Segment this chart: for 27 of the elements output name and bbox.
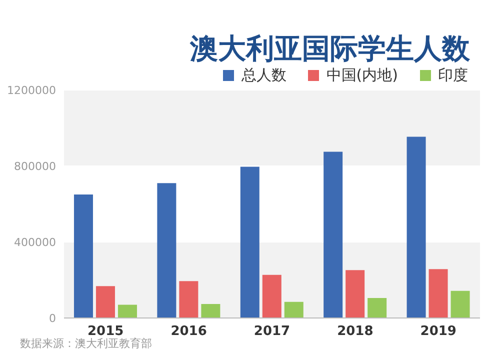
bar (262, 274, 282, 318)
bar (118, 304, 137, 318)
bar (324, 152, 343, 318)
bar (346, 270, 365, 318)
bar (428, 269, 448, 318)
x-tick-label: 2017 (254, 324, 290, 340)
bar (368, 298, 387, 318)
y-tick-label: 0 (49, 312, 56, 325)
bar (201, 304, 220, 318)
y-tick-label: 800000 (14, 160, 56, 173)
bar (96, 286, 115, 318)
x-tick-label: 2016 (170, 324, 207, 340)
bar (406, 136, 426, 318)
bar (284, 302, 304, 318)
y-tick-label: 1200000 (7, 84, 56, 97)
bar (157, 183, 176, 318)
bar (74, 194, 93, 318)
chart-title: 澳大利亚国际学生人数 (190, 32, 470, 65)
x-tick-label: 2019 (420, 324, 456, 340)
legend-label: 中国(内地) (326, 66, 398, 85)
legend-label: 总人数 (241, 66, 286, 85)
bar (450, 290, 470, 318)
x-tick-label: 2018 (337, 324, 374, 340)
y-tick-label: 400000 (14, 236, 56, 249)
bar (240, 166, 260, 318)
bar (179, 281, 198, 318)
legend-label: 印度 (438, 66, 468, 85)
